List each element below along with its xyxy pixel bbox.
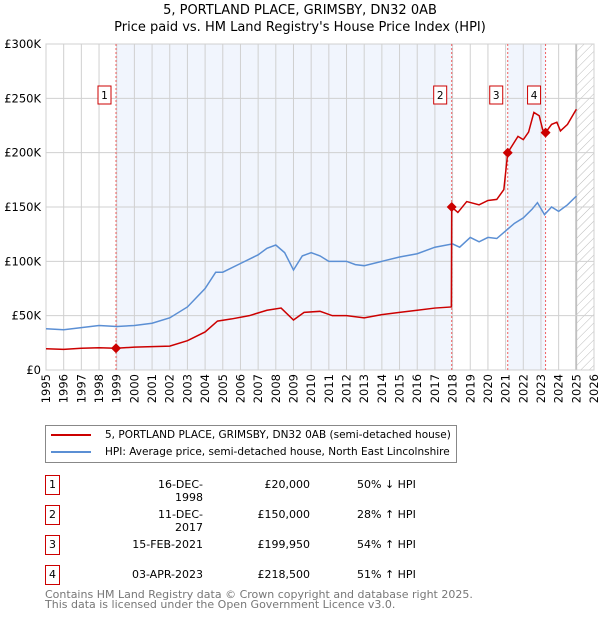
x-tick-label: 2012 bbox=[340, 374, 354, 403]
sale-date: 15-FEB-2021 bbox=[132, 538, 203, 551]
sale-label: 1 bbox=[101, 90, 108, 102]
sale-price: £20,000 bbox=[264, 478, 311, 491]
sale-marker-badge: 1 bbox=[45, 475, 60, 495]
sale-price: £150,000 bbox=[257, 508, 311, 521]
sale-marker-badge: 4 bbox=[45, 565, 60, 585]
sale-hpi-diff: 50% ↓ HPI bbox=[357, 478, 416, 491]
x-tick-label: 2011 bbox=[322, 374, 336, 403]
legend-swatch-property bbox=[51, 434, 91, 436]
x-tick-label: 2014 bbox=[375, 374, 389, 403]
x-tick-label: 1996 bbox=[57, 374, 71, 403]
x-tick-label: 2017 bbox=[428, 374, 442, 403]
sale-label: 3 bbox=[493, 90, 500, 102]
x-tick-label: 2023 bbox=[534, 374, 548, 403]
series-line bbox=[45, 108, 577, 351]
sale-point bbox=[446, 202, 457, 212]
x-tick-label: 2006 bbox=[233, 374, 247, 403]
sale-label-box bbox=[97, 85, 112, 105]
x-tick-label: 2015 bbox=[393, 374, 407, 403]
sale-point bbox=[111, 343, 122, 354]
x-tick-label: 2026 bbox=[587, 374, 600, 403]
legend-item-hpi: HPI: Average price, semi-detached house,… bbox=[46, 444, 450, 460]
legend-label: 5, PORTLAND PLACE, GRIMSBY, DN32 0AB (se… bbox=[105, 429, 451, 441]
sale-label: 2 bbox=[437, 90, 444, 102]
x-tick-label: 2002 bbox=[163, 374, 177, 403]
y-tick-label: £250K bbox=[4, 91, 41, 105]
chart-title: 5, PORTLAND PLACE, GRIMSBY, DN32 0AB bbox=[163, 3, 437, 18]
x-tick-label: 1999 bbox=[110, 374, 124, 403]
legend-label: HPI: Average price, semi-detached house,… bbox=[105, 446, 450, 458]
x-tick-label: 2007 bbox=[251, 374, 265, 403]
sale-row: 2 11-DEC-2017 £150,000 28% ↑ HPI bbox=[45, 505, 445, 534]
sale-date: 11-DEC-2017 bbox=[157, 508, 203, 534]
x-tick-label: 1998 bbox=[92, 374, 106, 403]
sale-row: 3 15-FEB-2021 £199,950 54% ↑ HPI bbox=[45, 535, 445, 555]
series-line bbox=[45, 195, 577, 331]
y-tick-label: £300K bbox=[4, 37, 41, 51]
legend-item-property: 5, PORTLAND PLACE, GRIMSBY, DN32 0AB (se… bbox=[46, 427, 451, 443]
x-tick-label: 2008 bbox=[269, 374, 283, 403]
legend-swatch-hpi bbox=[51, 451, 91, 453]
x-tick-label: 2016 bbox=[410, 374, 424, 403]
y-tick-label: £200K bbox=[4, 146, 41, 160]
x-tick-label: 1995 bbox=[39, 374, 53, 403]
chart-subtitle: Price paid vs. HM Land Registry's House … bbox=[114, 20, 486, 35]
y-tick-label: £50K bbox=[12, 309, 42, 323]
footer-line: Contains HM Land Registry data © Crown c… bbox=[45, 588, 473, 601]
x-tick-label: 2004 bbox=[198, 374, 212, 403]
sale-price: £199,950 bbox=[257, 538, 311, 551]
sale-date: 16-DEC-1998 bbox=[157, 478, 203, 504]
x-tick-label: 2024 bbox=[552, 374, 566, 403]
x-tick-label: 2010 bbox=[304, 374, 318, 403]
sale-label-box bbox=[489, 85, 504, 105]
sale-label: 4 bbox=[531, 90, 538, 102]
y-tick-label: £100K bbox=[4, 254, 41, 268]
plot-area: 1995 1996 1997 1998 1999 2000 2001 2002 2003 2004… bbox=[4, 37, 600, 403]
x-tick-label: 2020 bbox=[481, 374, 495, 403]
x-tick-label: 2019 bbox=[463, 374, 477, 403]
sale-point bbox=[540, 127, 551, 138]
x-tick-label: 2000 bbox=[127, 374, 141, 403]
footer: Contains HM Land Registry data © Crown c… bbox=[45, 588, 473, 611]
x-tick-label: 2013 bbox=[357, 374, 371, 403]
x-tick-label: 2018 bbox=[446, 374, 460, 403]
sale-marker-badge: 2 bbox=[45, 505, 60, 525]
sale-label-box bbox=[527, 85, 542, 105]
sale-row: 4 03-APR-2023 £218,500 51% ↑ HPI bbox=[45, 565, 445, 585]
x-tick-label: 2021 bbox=[499, 374, 513, 403]
sale-row: 1 16-DEC-1998 £20,000 50% ↓ HPI bbox=[45, 475, 445, 504]
sale-hpi-diff: 54% ↑ HPI bbox=[357, 538, 416, 551]
x-tick-label: 2009 bbox=[286, 374, 300, 403]
footer-line: This data is licensed under the Open Gov… bbox=[45, 598, 396, 611]
x-tick-label: 2005 bbox=[216, 374, 230, 403]
x-tick-label: 1997 bbox=[74, 374, 88, 403]
x-tick-label: 2001 bbox=[145, 374, 159, 403]
sale-hpi-diff: 28% ↑ HPI bbox=[357, 508, 416, 521]
legend: 5, PORTLAND PLACE, GRIMSBY, DN32 0AB (se… bbox=[45, 425, 457, 463]
sale-label-box bbox=[433, 85, 448, 105]
sale-point bbox=[502, 147, 513, 158]
x-tick-label: 2003 bbox=[180, 374, 194, 403]
sale-marker-badge: 3 bbox=[45, 535, 60, 555]
y-tick-label: £150K bbox=[4, 200, 41, 214]
sale-date: 03-APR-2023 bbox=[131, 568, 203, 581]
sale-price: £218,500 bbox=[257, 568, 311, 581]
x-tick-label: 2022 bbox=[516, 374, 530, 403]
sale-hpi-diff: 51% ↑ HPI bbox=[357, 568, 416, 581]
y-tick-label: £0 bbox=[26, 363, 41, 377]
x-tick-label: 2025 bbox=[569, 374, 583, 403]
